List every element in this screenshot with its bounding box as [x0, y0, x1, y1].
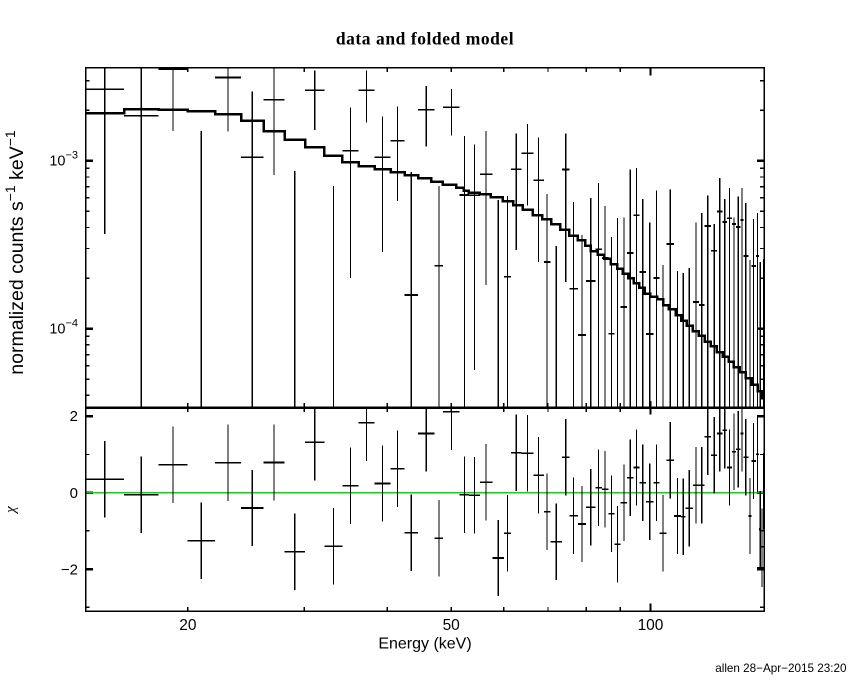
svg-text:50: 50 — [443, 617, 461, 634]
svg-text:Energy (keV): Energy (keV) — [378, 636, 471, 653]
svg-text:2: 2 — [70, 408, 78, 425]
svg-text:0: 0 — [70, 485, 78, 502]
svg-text:100: 100 — [638, 617, 664, 634]
svg-text:normalized counts s−1 keV−1: normalized counts s−1 keV−1 — [2, 130, 28, 375]
svg-text:−2: −2 — [61, 562, 78, 579]
svg-text:data and folded model: data and folded model — [336, 29, 514, 49]
svg-text:20: 20 — [179, 617, 197, 634]
svg-text:allen 28−Apr−2015 23:20: allen 28−Apr−2015 23:20 — [715, 662, 847, 675]
svg-text:χ: χ — [3, 506, 19, 515]
